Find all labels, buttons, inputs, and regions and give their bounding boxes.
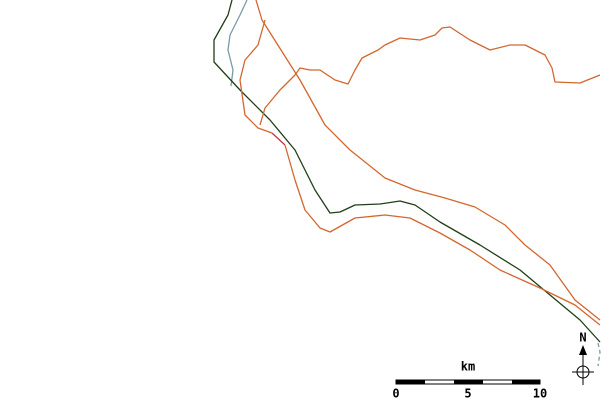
scale-label: 0	[392, 387, 399, 401]
north-arrow-head	[579, 345, 587, 355]
road	[284, 144, 601, 326]
road	[271, 132, 286, 146]
scale-bar-segment	[454, 380, 483, 384]
road	[213, 0, 601, 343]
scale-label: 10	[533, 387, 547, 401]
road	[239, 19, 273, 134]
north-label: N	[579, 331, 586, 345]
river	[227, 0, 248, 87]
scale-bar-segment	[396, 380, 425, 384]
north-arrow: N	[572, 331, 594, 385]
road	[259, 26, 601, 126]
river	[597, 342, 601, 367]
scale-bar: km 0 5 10	[392, 360, 547, 401]
scale-bar-segment	[512, 380, 540, 384]
road	[255, 0, 601, 321]
scale-label: 5	[464, 387, 471, 401]
scale-unit: km	[461, 360, 475, 374]
